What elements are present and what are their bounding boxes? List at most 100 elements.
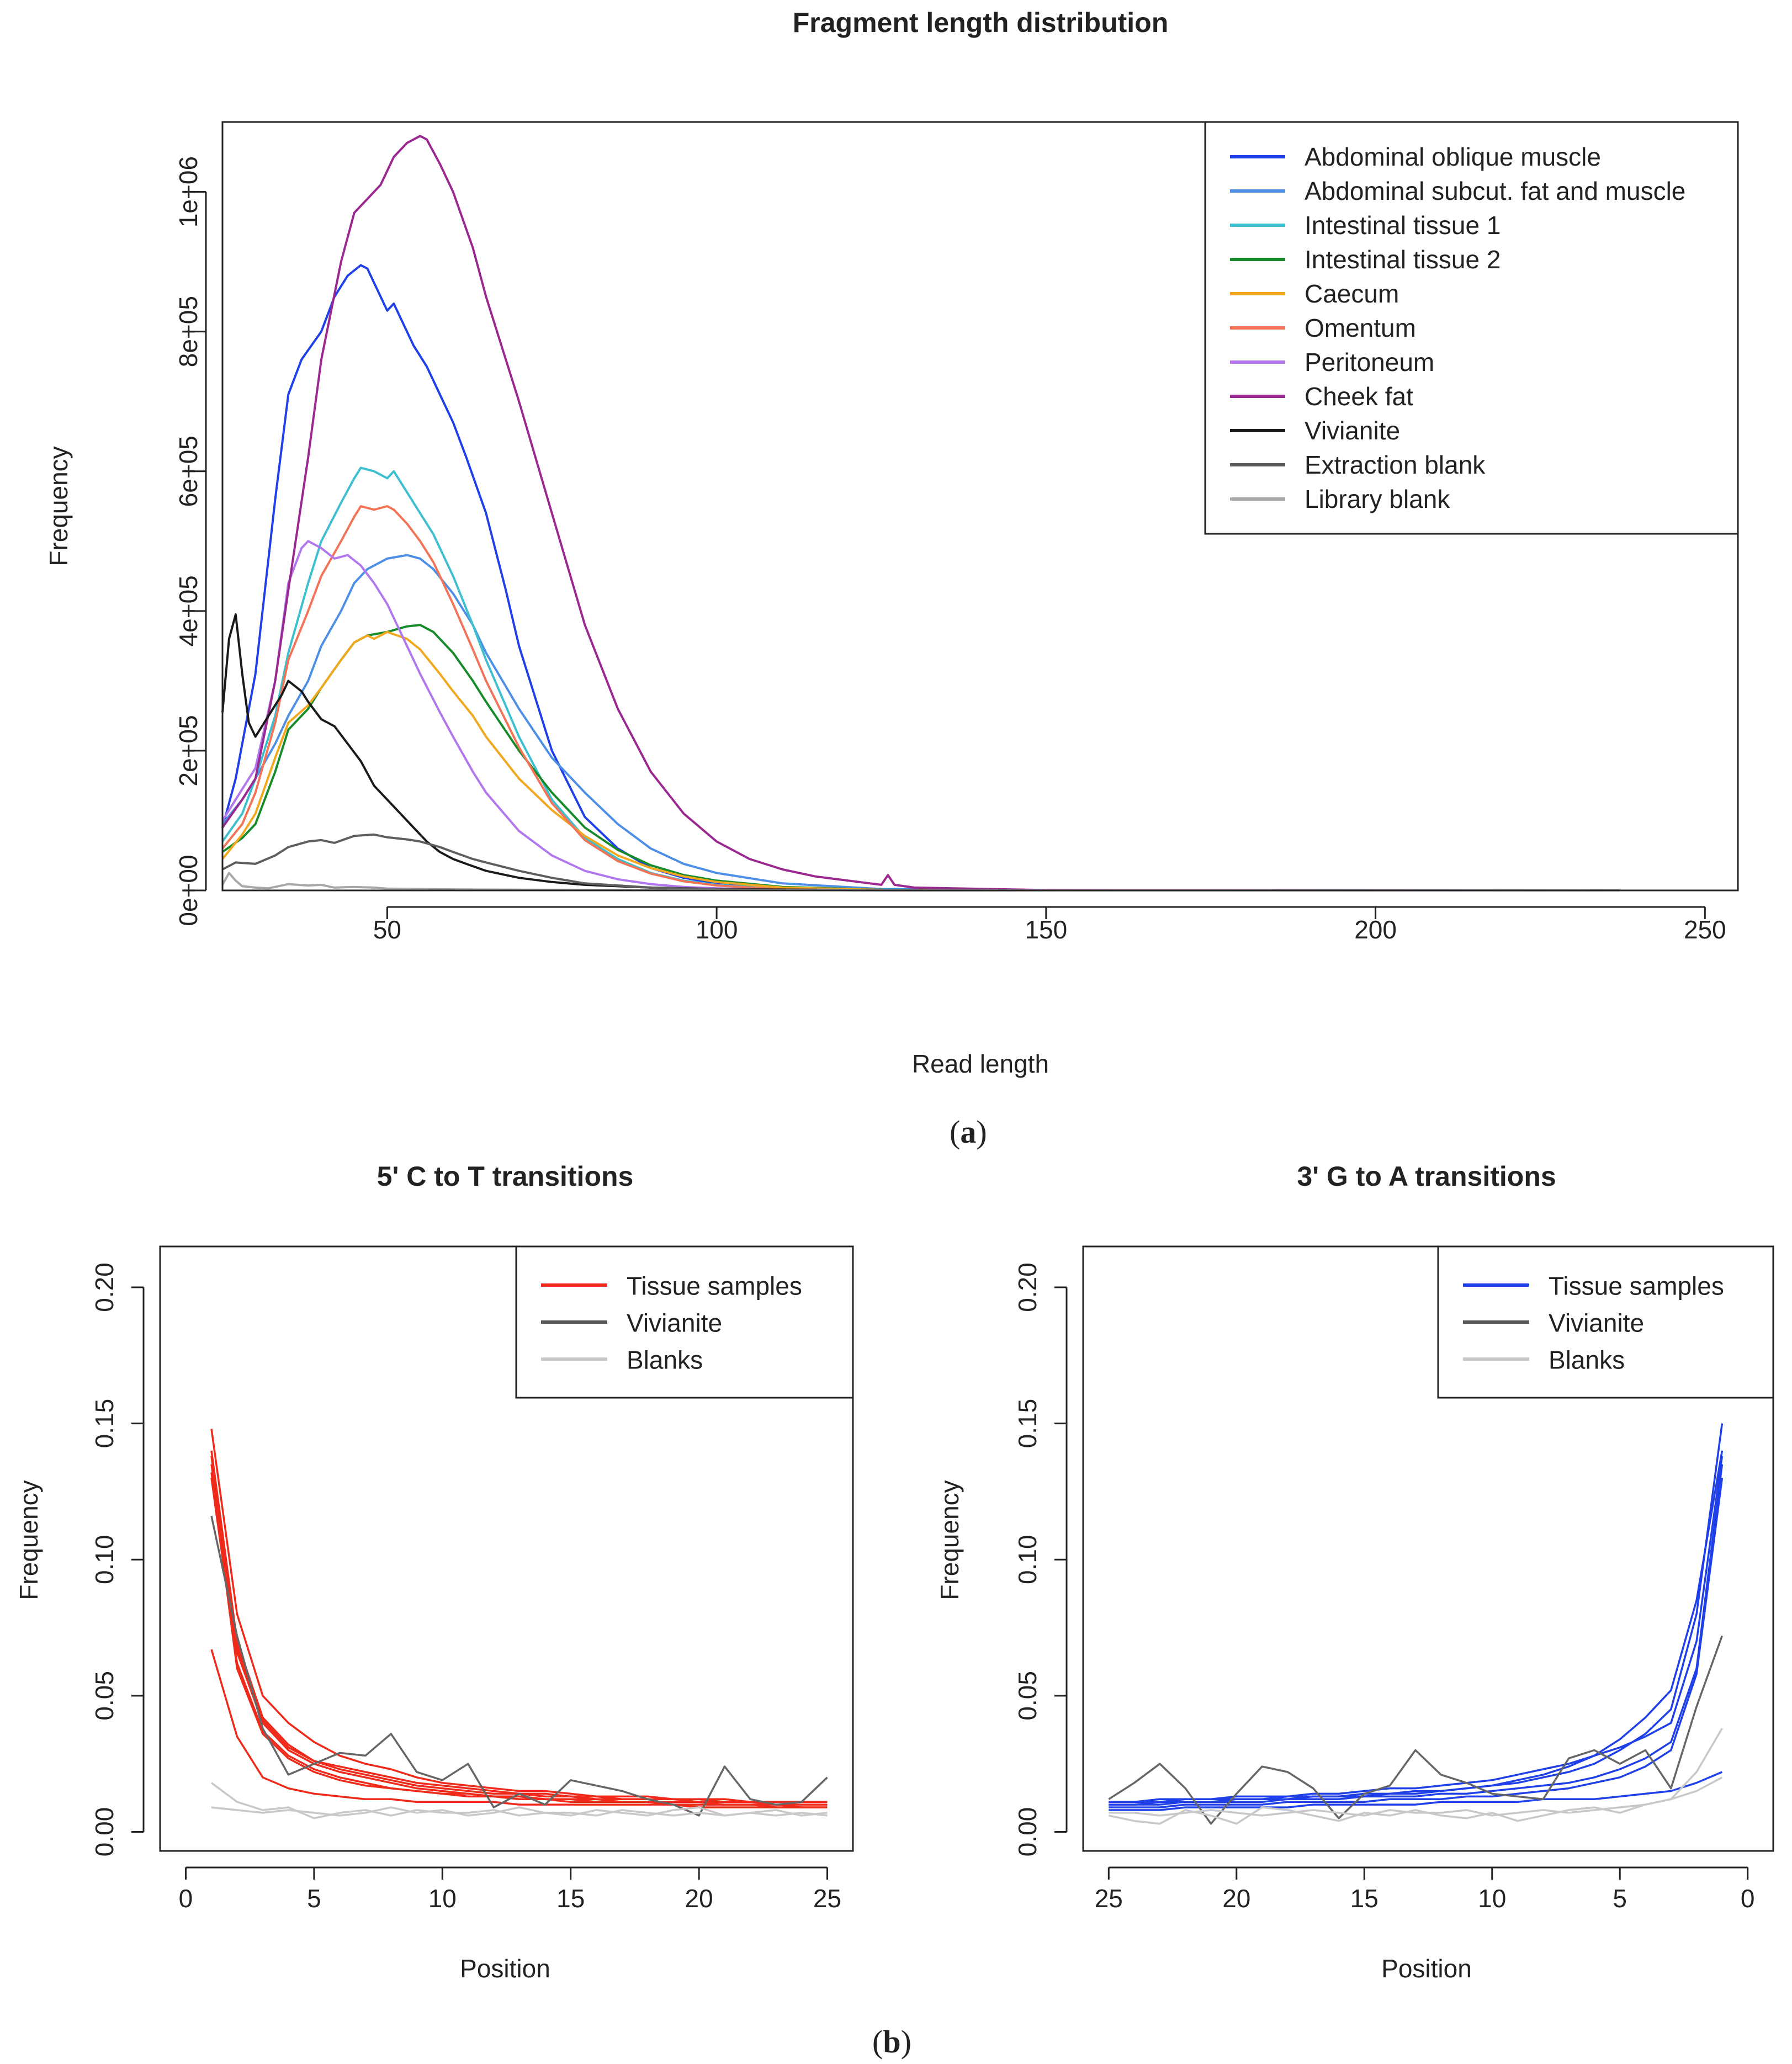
ct-y-tick-label: 0.10 <box>90 1535 119 1584</box>
panel-label-b: (b) <box>872 2024 911 2060</box>
ct-legend: Tissue samples Vivianite Blanks <box>515 1245 854 1399</box>
ga-x-tick-label: 5 <box>1613 1884 1627 1913</box>
fragment-legend-label: Vivianite <box>1305 416 1400 445</box>
ct-series-vivianite-7 <box>210 1515 828 1817</box>
fragment-x-tick-label: 200 <box>1354 915 1397 944</box>
fragment-legend-label: Cheek fat <box>1305 382 1413 411</box>
fragment-x-tick-label: 150 <box>1025 915 1067 944</box>
ga-y-tick-label: 0.10 <box>1013 1535 1042 1584</box>
ct-x-tick-label: 10 <box>428 1884 457 1913</box>
ct-series-tissue-samples-4 <box>210 1456 828 1803</box>
fragment-legend-label: Caecum <box>1305 279 1399 308</box>
fragment-y-tick-label: 1e+06 <box>174 156 203 227</box>
ga-series-tissue-samples-2 <box>1109 1464 1724 1806</box>
fragment-y-tick-label: 4e+05 <box>174 575 203 646</box>
panel-label-a-letter: a <box>960 1114 976 1150</box>
ga-transitions-chart: 3' G to A transitions 25 20 15 10 5 0 0.000.0… <box>935 1161 1774 1983</box>
fragment-y-axis-label: Frequency <box>44 446 73 566</box>
fragment-series-abdominal-subcut-fat-and-muscle <box>221 554 1620 892</box>
ct-y-axis-label: Frequency <box>14 1480 43 1600</box>
ga-chart-title: 3' G to A transitions <box>1297 1161 1556 1192</box>
ct-series-tissue-samples-0 <box>210 1429 828 1803</box>
fragment-y-tick-label: 0e+00 <box>174 855 203 926</box>
fragment-length-chart: Fragment length distribution 50 100 150 200… <box>44 7 1739 1078</box>
ga-series-tissue-samples-3 <box>1109 1478 1724 1808</box>
ga-series-blanks-8 <box>1109 1776 1723 1817</box>
ga-x-tick-label: 15 <box>1350 1884 1379 1913</box>
panel-label-a: (a) <box>950 1114 987 1150</box>
fragment-series-caecum <box>221 630 1620 892</box>
ct-x-tick-label: 15 <box>556 1884 585 1913</box>
ga-legend-label: Blanks <box>1549 1346 1625 1375</box>
fragment-series-layer <box>221 135 1620 892</box>
ga-y-tick-label: 0.05 <box>1013 1671 1042 1721</box>
ct-y-tick-label: 0.15 <box>90 1399 119 1448</box>
ga-plot-frame <box>1082 1245 1774 1852</box>
ct-series-tissue-samples-5 <box>210 1472 828 1808</box>
ct-legend-label: Blanks <box>627 1346 703 1375</box>
ct-y-tick-label: 0.05 <box>90 1671 119 1721</box>
ct-series-tissue-samples-1 <box>210 1450 828 1806</box>
ct-transitions-chart: 5' C to T transitions 0 5 10 15 20 25 0.000.0… <box>14 1161 854 1983</box>
ct-series-tissue-samples-6 <box>210 1649 828 1808</box>
ga-x-tick-label: 10 <box>1478 1884 1506 1913</box>
ct-y-tick-label: 0.20 <box>90 1262 119 1312</box>
fragment-chart-title: Fragment length distribution <box>793 7 1169 38</box>
fragment-legend: Abdominal oblique muscle Abdominal subcut… <box>1204 121 1739 535</box>
fragment-x-tick-label: 100 <box>696 915 738 944</box>
ct-x-tick-label: 0 <box>179 1884 193 1913</box>
ct-x-tick-label: 25 <box>813 1884 841 1913</box>
ga-x-tick-label: 0 <box>1741 1884 1755 1913</box>
fragment-legend-label: Abdominal subcut. fat and muscle <box>1305 177 1685 205</box>
ct-series-blanks-9 <box>211 1806 828 1817</box>
fragment-y-tick-label: 6e+05 <box>174 436 203 507</box>
ct-x-axis: 0 5 10 15 20 25 <box>179 1866 841 1913</box>
ga-series-tissue-samples-4 <box>1109 1456 1724 1803</box>
ga-series-blanks-7 <box>1108 1728 1723 1825</box>
fragment-series-peritoneum <box>221 540 1620 892</box>
ct-y-tick-label: 0.00 <box>90 1807 119 1857</box>
ga-legend-label: Vivianite <box>1549 1309 1644 1338</box>
ga-y-axis-label: Frequency <box>935 1480 964 1600</box>
ga-legend: Tissue samples Vivianite Blanks <box>1437 1245 1774 1399</box>
ga-series-layer <box>1108 1423 1724 1825</box>
fragment-legend-label: Abdominal oblique muscle <box>1305 142 1601 171</box>
fragment-x-axis-label: Read length <box>912 1049 1049 1078</box>
fragment-legend-label: Extraction blank <box>1305 450 1486 479</box>
fragment-y-tick-label: 8e+05 <box>174 296 203 367</box>
fragment-series-extraction-blank <box>222 833 1620 892</box>
ga-y-tick-label: 0.00 <box>1013 1807 1042 1857</box>
fragment-y-axis: 0e+00 2e+05 4e+05 6e+05 8e+05 1e+06 <box>174 156 207 926</box>
ct-series-layer <box>210 1429 828 1819</box>
fragment-series-omentum <box>221 505 1620 892</box>
ct-y-axis: 0.00 0.05 0.10 0.15 0.20 <box>90 1262 145 1857</box>
ga-y-axis: 0.00 0.05 0.10 0.15 0.20 <box>1013 1262 1068 1857</box>
ga-x-axis: 25 20 15 10 5 0 <box>1095 1866 1755 1913</box>
fragment-x-axis: 50 100 150 200 250 <box>373 906 1726 944</box>
ct-plot-frame <box>159 1245 854 1852</box>
ct-x-tick-label: 20 <box>685 1884 713 1913</box>
ct-x-axis-label: Position <box>460 1954 550 1983</box>
fragment-series-vivianite <box>221 613 1620 892</box>
ct-legend-label: Tissue samples <box>627 1272 802 1301</box>
fragment-x-tick-label: 250 <box>1684 915 1726 944</box>
panel-label-b-letter: b <box>883 2024 900 2060</box>
ga-series-tissue-samples-5 <box>1109 1771 1723 1811</box>
ga-series-tissue-samples-0 <box>1109 1423 1724 1803</box>
ct-x-tick-label: 5 <box>307 1884 321 1913</box>
ct-chart-title: 5' C to T transitions <box>377 1161 634 1192</box>
ga-y-tick-label: 0.15 <box>1013 1399 1042 1448</box>
fragment-legend-box <box>1204 121 1739 535</box>
ga-x-tick-label: 20 <box>1222 1884 1250 1913</box>
ct-legend-label: Vivianite <box>627 1309 722 1338</box>
ga-y-tick-label: 0.20 <box>1013 1262 1042 1312</box>
ga-series-vivianite-6 <box>1108 1635 1724 1825</box>
fragment-legend-label: Omentum <box>1305 314 1416 342</box>
ga-x-tick-label: 25 <box>1095 1884 1123 1913</box>
fragment-legend-label: Intestinal tissue 1 <box>1305 211 1501 240</box>
fragment-legend-label: Peritoneum <box>1305 348 1434 376</box>
fragment-x-tick-label: 50 <box>373 915 401 944</box>
fragment-y-tick-label: 2e+05 <box>174 715 203 786</box>
fragment-legend-label: Library blank <box>1305 485 1450 513</box>
